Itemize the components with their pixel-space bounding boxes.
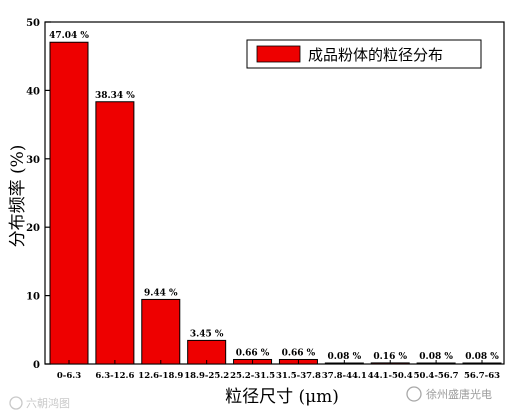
bar bbox=[141, 298, 181, 365]
y-axis: 0 10 20 30 40 50 bbox=[26, 18, 51, 371]
bar bbox=[49, 41, 89, 365]
data-label: 0.66 % bbox=[282, 348, 316, 358]
x-tick-label: 12.6-18.9 bbox=[138, 371, 183, 381]
x-tick-label: 37.8-44.1 bbox=[322, 371, 367, 381]
data-label: 47.04 % bbox=[49, 31, 89, 41]
x-tick-label: 44.1-50.4 bbox=[368, 371, 413, 381]
watermark-left: 六朝鸿图 bbox=[9, 396, 70, 410]
data-label: 0.08 % bbox=[419, 352, 453, 362]
data-label: 0.16 % bbox=[373, 352, 407, 362]
x-tick-label: 18.9-25.2 bbox=[184, 371, 229, 381]
wechat-icon bbox=[406, 386, 422, 402]
y-tick-label: 10 bbox=[26, 292, 40, 303]
watermark-logo-icon bbox=[9, 396, 23, 410]
data-label: 38.34 % bbox=[95, 91, 135, 101]
x-axis-title: 粒径尺寸 (μm) bbox=[225, 387, 339, 407]
y-tick-label: 0 bbox=[33, 360, 40, 371]
plot-frame bbox=[44, 21, 505, 365]
x-tick-label: 0-6.3 bbox=[57, 371, 81, 381]
x-tick-label: 50.4-56.7 bbox=[414, 371, 459, 381]
y-axis-title: 分布频率 (%) bbox=[8, 145, 28, 248]
data-label: 0.66 % bbox=[236, 348, 270, 358]
x-tick-label: 56.7-63 bbox=[464, 371, 500, 381]
legend: 成品粉体的粒径分布 bbox=[246, 39, 482, 69]
bar bbox=[95, 101, 135, 365]
data-label: 0.08 % bbox=[328, 352, 362, 362]
data-label: 3.45 % bbox=[190, 329, 224, 339]
x-axis: 0-6.3 6.3-12.6 12.6-18.9 18.9-25.2 25.2-31.5… bbox=[57, 360, 500, 381]
x-tick-label: 31.5-37.8 bbox=[276, 371, 321, 381]
x-tick-label: 6.3-12.6 bbox=[95, 371, 134, 381]
y-tick-label: 30 bbox=[26, 155, 40, 166]
data-label: 9.44 % bbox=[144, 288, 178, 298]
watermark-right-text: 徐州盛唐光电 bbox=[426, 387, 492, 401]
y-tick-label: 50 bbox=[26, 18, 40, 29]
watermark-left-text: 六朝鸿图 bbox=[26, 396, 70, 410]
legend-label: 成品粉体的粒径分布 bbox=[308, 46, 443, 64]
y-tick-label: 20 bbox=[26, 223, 40, 234]
y-tick-label: 40 bbox=[26, 86, 40, 97]
bar-series: 47.04 % 38.34 % 9.44 % 3.45 % 0.66 % 0.66 % 0.… bbox=[49, 31, 502, 365]
watermark-right: 徐州盛唐光电 bbox=[406, 386, 492, 402]
legend-swatch bbox=[256, 45, 301, 63]
data-label: 0.08 % bbox=[465, 352, 499, 362]
x-tick-label: 25.2-31.5 bbox=[230, 371, 275, 381]
